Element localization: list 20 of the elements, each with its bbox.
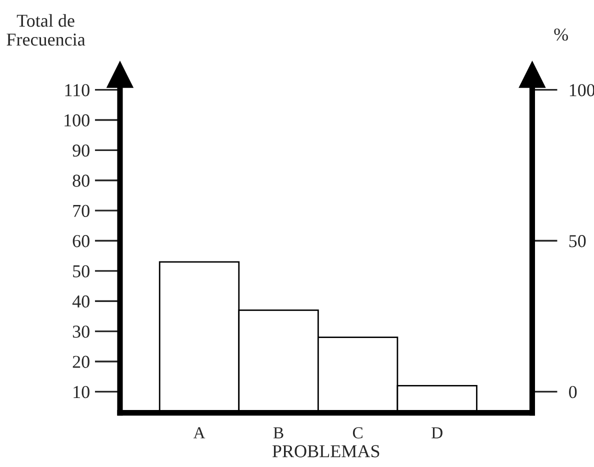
y2-tick-label: 50 xyxy=(569,235,586,248)
y-axis-title: Total de Frecuencia xyxy=(6,14,86,46)
x-axis-title: PROBLEMAS xyxy=(272,445,380,458)
y-tick-label: 30 xyxy=(72,326,90,338)
y-tick-label: 60 xyxy=(72,235,90,248)
x-tick-label: A xyxy=(193,427,206,438)
x-tick-label: B xyxy=(273,427,284,438)
y2-axis-title: % xyxy=(554,28,568,41)
y-tick-label: 10 xyxy=(74,386,90,398)
y-tick-label: 110 xyxy=(65,84,90,96)
y-tick-label: 20 xyxy=(72,356,90,368)
y-tick-label: 40 xyxy=(72,295,90,308)
y-tick-label: 90 xyxy=(72,144,90,157)
y-tick-label: 70 xyxy=(73,204,90,218)
y-tick-label: 100 xyxy=(64,114,90,126)
x-tick-label: D xyxy=(432,427,442,438)
y2-tick-label: 0 xyxy=(569,386,577,398)
x-tick-label: C xyxy=(352,427,362,438)
y-tick-label: 80 xyxy=(72,174,90,187)
y-tick-label: 50 xyxy=(73,265,90,278)
